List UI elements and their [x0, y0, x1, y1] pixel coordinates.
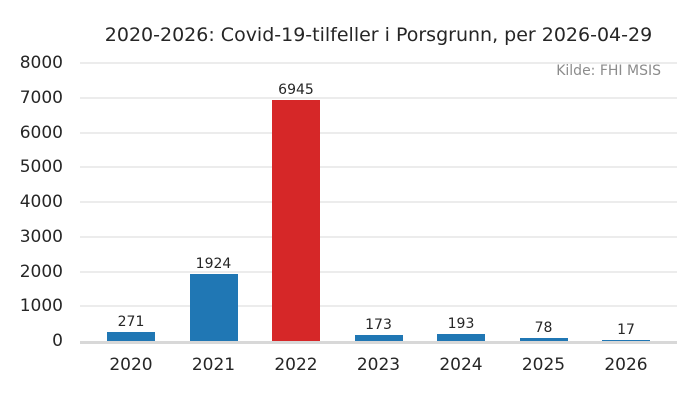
bar-2023 [354, 335, 403, 341]
y-tick-label-4000: 4000 [19, 192, 63, 212]
value-label-2021: 1924 [195, 256, 232, 272]
y-tick-label-3000: 3000 [19, 226, 63, 247]
x-axis-baseline [80, 341, 677, 344]
gridline-2000 [80, 270, 677, 273]
chart-title: 2020-2026: Covid-19-tilfeller i Porsgrun… [104, 24, 653, 46]
y-tick-label-7000: 7000 [19, 87, 63, 108]
y-tick-label-1000: 1000 [19, 296, 63, 317]
x-tick-label-2023: 2023 [356, 355, 401, 375]
bar-2022 [272, 100, 320, 341]
x-tick-label-2026: 2026 [604, 355, 648, 375]
gridline-6000 [80, 131, 677, 134]
y-tick-label-5000: 5000 [19, 157, 63, 178]
x-tick-label-2020: 2020 [109, 355, 153, 375]
gridline-8000 [80, 62, 677, 64]
value-label-2023: 173 [365, 317, 392, 333]
bar-2026 [602, 340, 650, 341]
value-label-2024: 193 [447, 316, 475, 332]
bar-2020 [107, 332, 155, 341]
gridline-3000 [80, 235, 677, 238]
plot-area: 271 2020 1924 2021 6945 2022 173 2023 193 2024 78 2… [80, 62, 677, 375]
bar-2025 [519, 338, 568, 341]
bar-2024 [437, 334, 485, 341]
gridline-1000 [80, 305, 677, 308]
bar-2021 [189, 274, 238, 341]
gridline-4000 [80, 201, 677, 203]
gridline-5000 [80, 166, 677, 169]
value-label-2020: 271 [117, 314, 145, 330]
value-label-2025: 78 [534, 320, 553, 336]
y-tick-label-8000: 8000 [19, 53, 63, 73]
y-tick-label-0: 0 [52, 331, 63, 351]
y-tick-label-6000: 6000 [19, 122, 63, 143]
y-tick-label-2000: 2000 [19, 261, 63, 282]
value-label-2026: 17 [617, 322, 635, 338]
source-annotation: Kilde: FHI MSIS [556, 63, 661, 79]
x-tick-label-2022: 2022 [274, 355, 318, 375]
value-label-2022: 6945 [278, 82, 314, 98]
gridline-7000 [80, 96, 677, 99]
x-tick-label-2021: 2021 [191, 355, 236, 375]
x-tick-label-2024: 2024 [439, 355, 483, 375]
x-tick-label-2025: 2025 [521, 355, 566, 375]
